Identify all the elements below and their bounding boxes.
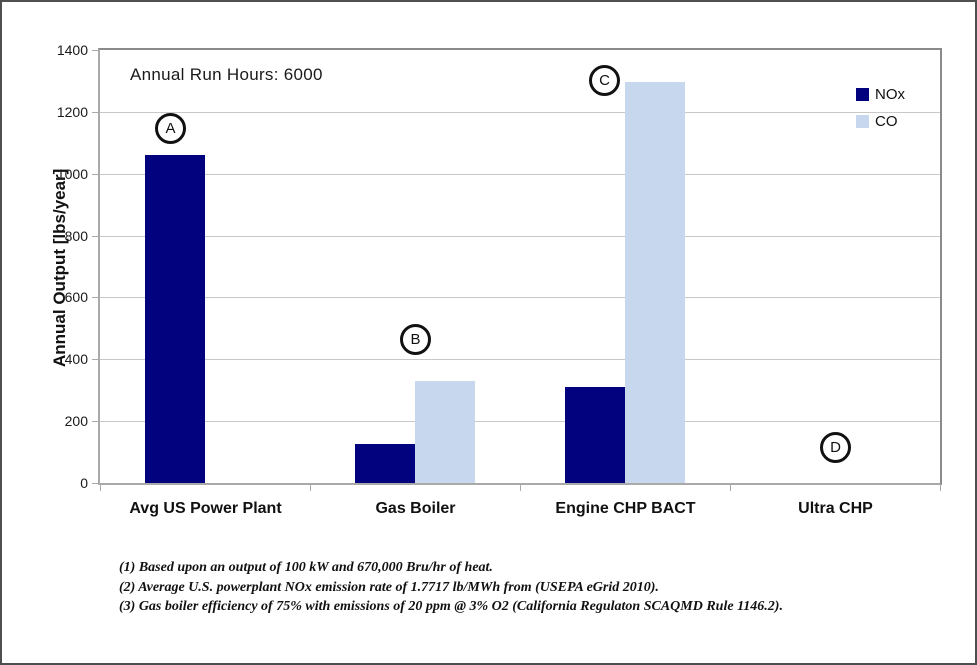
legend-item-nox: NOx <box>856 85 905 103</box>
footnote-2: (2) Average U.S. powerplant NOx emission… <box>119 579 659 595</box>
footnote-1: (1) Based upon an output of 100 kW and 6… <box>119 560 493 575</box>
annotation-circle-a: A <box>155 113 186 144</box>
x-tick-mark <box>520 485 521 491</box>
y-tick-mark <box>92 111 98 113</box>
gridline-200 <box>100 421 940 423</box>
legend-label-nox: NOx <box>875 85 905 103</box>
y-tick-mark <box>92 235 98 237</box>
y-tick-mark <box>92 421 98 423</box>
x-tick-mark <box>730 485 731 491</box>
bar-nox-engine-chp-bact <box>565 387 625 483</box>
gridline-1200 <box>100 111 940 113</box>
legend-label-co: CO <box>875 112 898 130</box>
legend-item-co: CO <box>856 112 905 130</box>
co-swatch-icon <box>856 114 869 128</box>
y-tick-label-1400: 1400 <box>56 42 88 58</box>
x-axis-label-avg-us-power-plant: Avg US Power Plant <box>129 500 282 517</box>
y-axis-title: Annual Output [lbs/year] <box>50 168 69 367</box>
y-tick-mark <box>92 173 98 175</box>
legend: NOx CO <box>856 86 905 140</box>
gridline-600 <box>100 297 940 299</box>
x-tick-mark <box>310 485 311 491</box>
gridline-400 <box>100 359 940 361</box>
gridline-800 <box>100 235 940 237</box>
y-tick-mark <box>92 359 98 361</box>
annotation-circle-c: C <box>589 65 620 96</box>
y-tick-label-200: 200 <box>64 413 88 430</box>
nox-swatch-icon <box>856 87 869 101</box>
x-axis-label-gas-boiler: Gas Boiler <box>375 500 456 517</box>
x-axis-label-engine-chp-bact: Engine CHP BACT <box>555 500 696 517</box>
bar-co-engine-chp-bact <box>625 82 685 483</box>
y-tick-label-1000: 1000 <box>56 165 88 182</box>
x-axis-label-ultra-chp: Ultra CHP <box>798 500 873 517</box>
bar-nox-gas-boiler <box>355 444 415 483</box>
footnote-3: (3) Gas boiler efficiency of 75% with em… <box>119 599 783 614</box>
bar-co-gas-boiler <box>415 380 475 483</box>
x-tick-mark <box>940 485 941 491</box>
annotation-circle-d: D <box>820 432 851 463</box>
x-tick-mark <box>100 485 101 491</box>
y-tick-mark <box>92 483 98 484</box>
y-tick-label-1200: 1200 <box>56 103 88 120</box>
plot-area <box>98 48 942 485</box>
bar-nox-avg-us-power-plant <box>145 155 205 483</box>
y-tick-label-800: 800 <box>64 227 88 244</box>
y-tick-label-600: 600 <box>64 289 88 306</box>
annotation-circle-b: B <box>400 324 431 355</box>
y-tick-label-0: 0 <box>80 475 88 491</box>
y-tick-mark <box>92 50 98 51</box>
y-tick-mark <box>92 297 98 299</box>
gridline-1000 <box>100 173 940 175</box>
y-tick-label-400: 400 <box>64 351 88 368</box>
run-hours-annotation: Annual Run Hours: 6000 <box>130 65 323 84</box>
footnotes-block: (1) Based upon an output of 100 kW and 6… <box>119 558 783 617</box>
